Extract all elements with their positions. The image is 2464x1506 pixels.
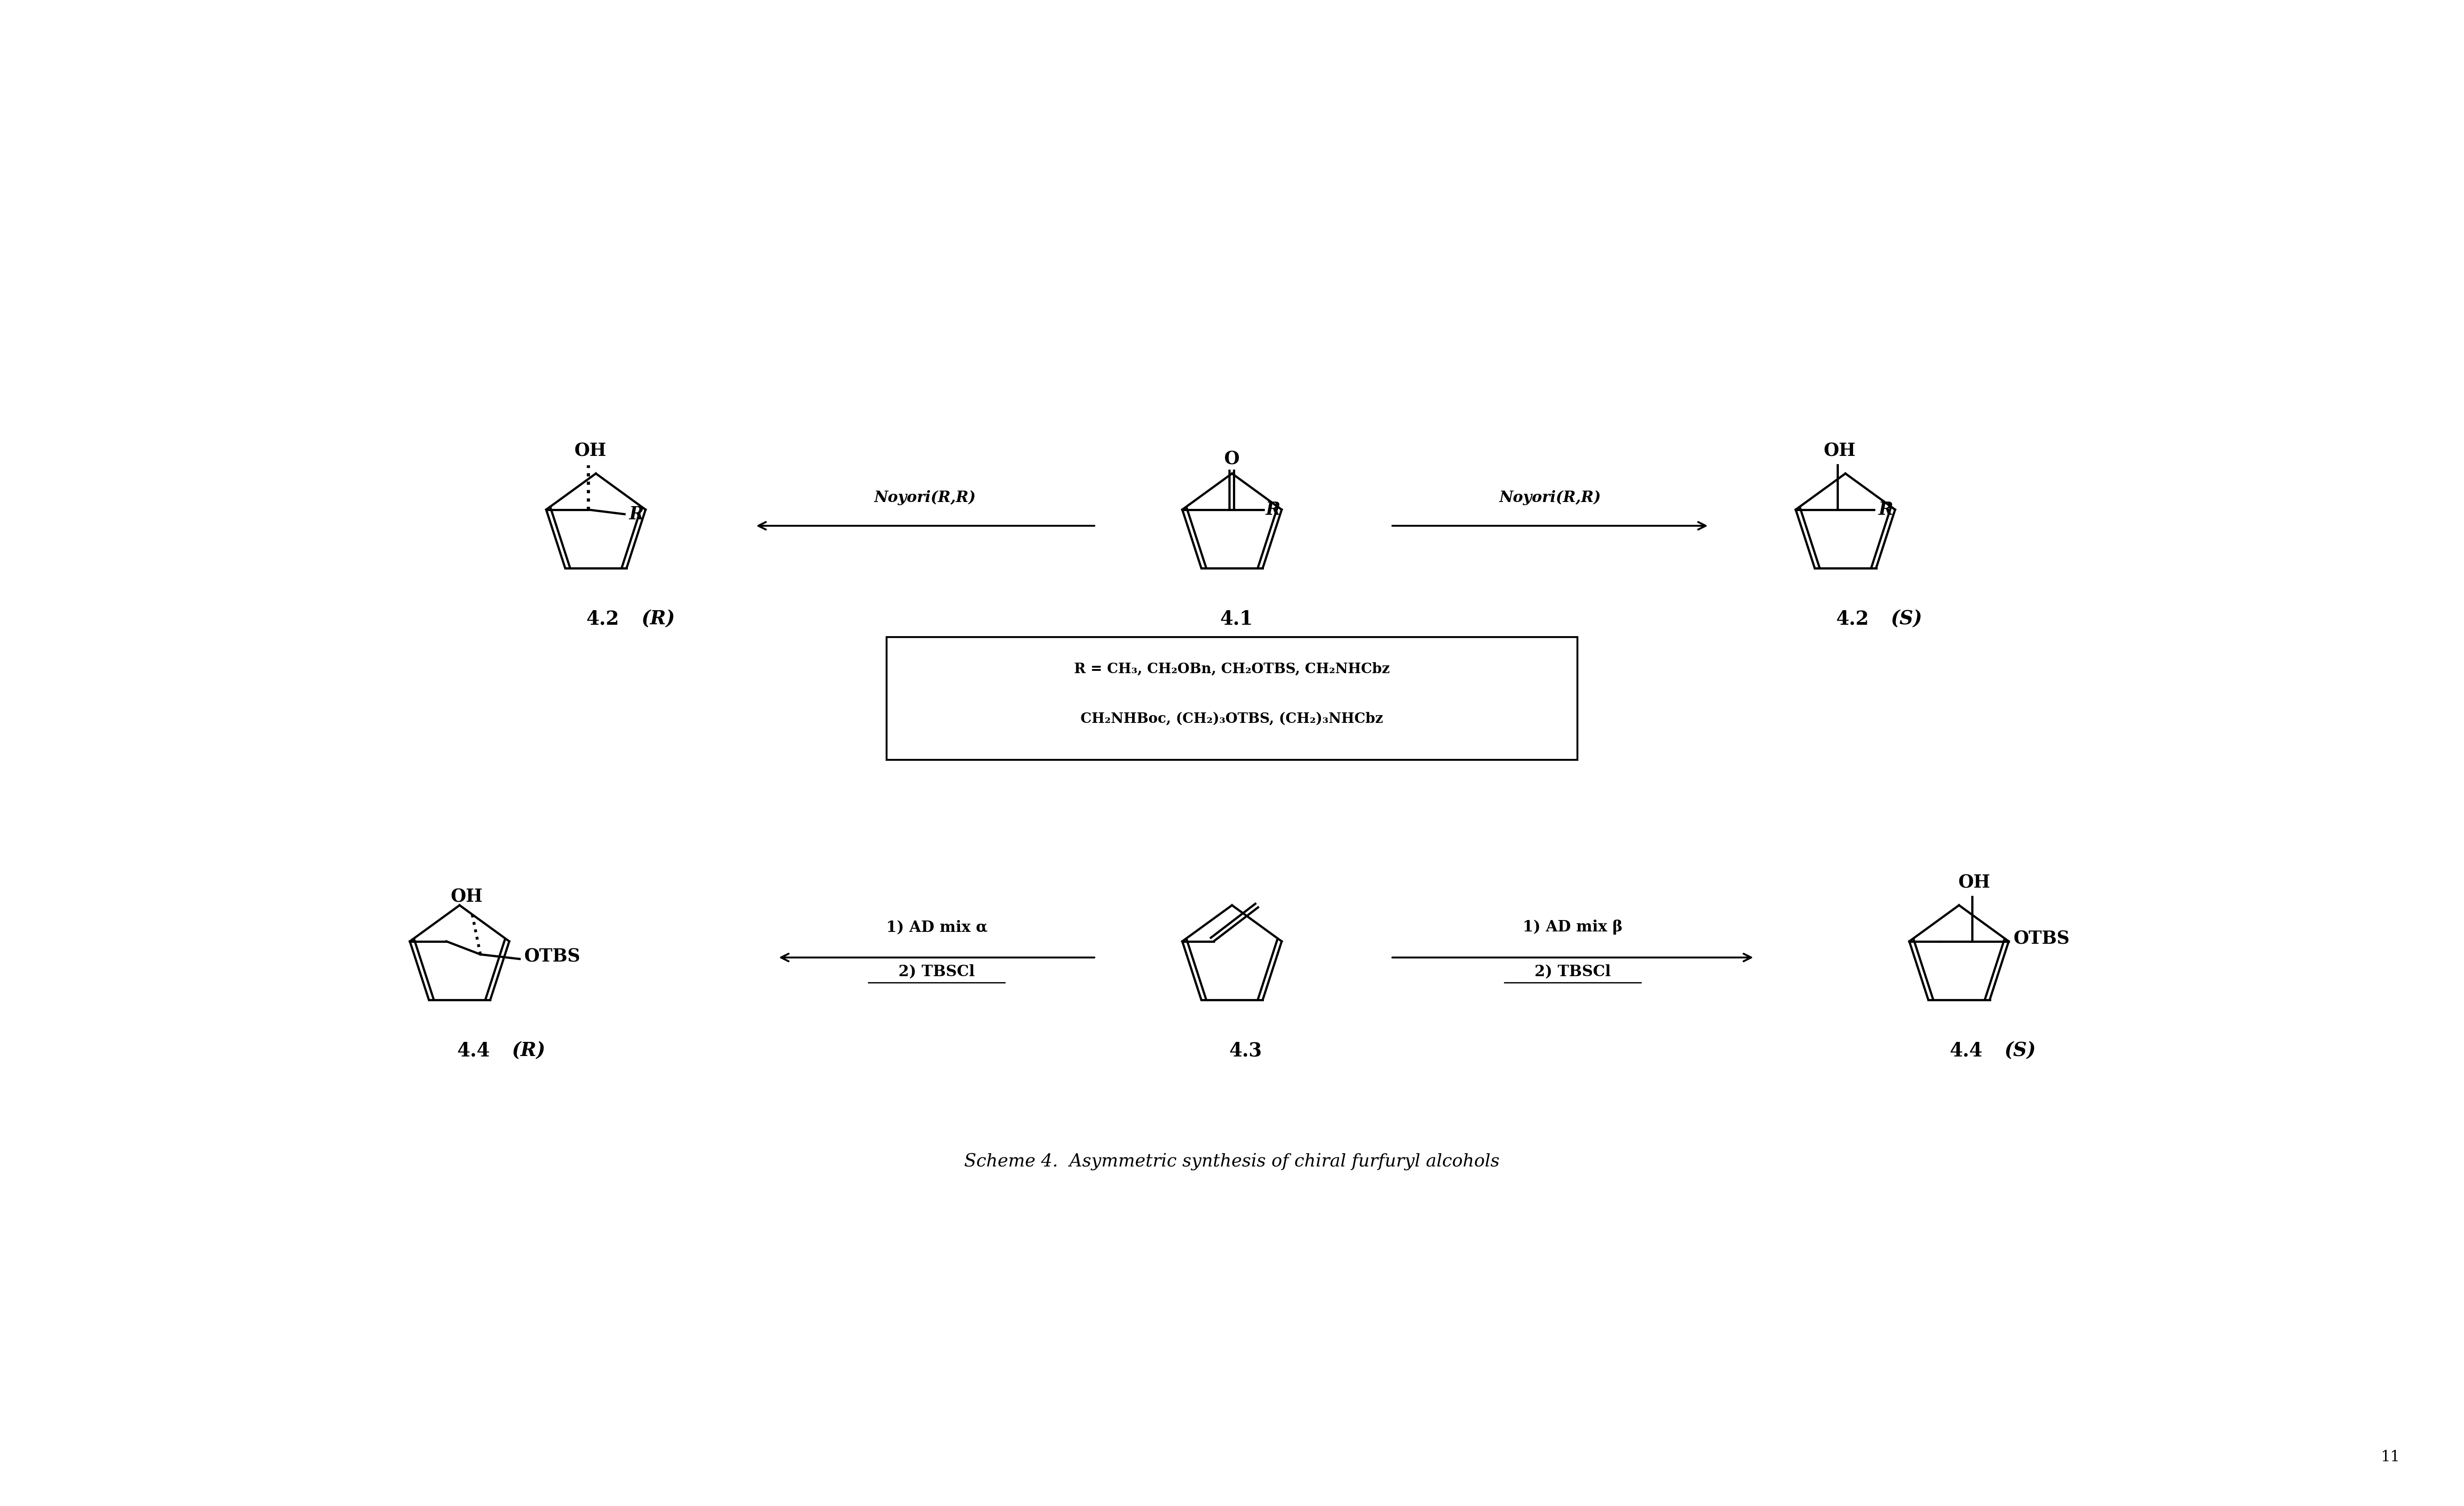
Text: OTBS: OTBS: [525, 947, 582, 965]
Text: OH: OH: [451, 889, 483, 905]
Text: R: R: [628, 506, 643, 523]
Text: 4.2: 4.2: [1836, 610, 1868, 628]
Text: (R): (R): [641, 610, 675, 628]
Text: O: O: [1225, 450, 1239, 468]
Text: OH: OH: [1959, 873, 1991, 892]
Text: 1) AD mix α: 1) AD mix α: [887, 920, 988, 935]
FancyBboxPatch shape: [887, 637, 1577, 761]
Text: 1) AD mix β: 1) AD mix β: [1523, 920, 1624, 935]
Text: 2) TBSCl: 2) TBSCl: [1535, 964, 1611, 979]
Text: 2) TBSCl: 2) TBSCl: [899, 964, 976, 979]
Text: 4.4: 4.4: [456, 1041, 490, 1060]
Text: OH: OH: [574, 443, 606, 459]
Text: 4.4: 4.4: [1949, 1041, 1984, 1060]
Text: CH₂NHBoc, (CH₂)₃OTBS, (CH₂)₃NHCbz: CH₂NHBoc, (CH₂)₃OTBS, (CH₂)₃NHCbz: [1082, 712, 1382, 726]
Text: (S): (S): [1890, 610, 1922, 628]
Text: R: R: [1266, 501, 1281, 518]
Text: 4.3: 4.3: [1230, 1041, 1262, 1060]
Text: OH: OH: [1823, 443, 1855, 459]
Text: OTBS: OTBS: [2013, 931, 2070, 947]
Text: 4.2: 4.2: [586, 610, 618, 628]
Text: 11: 11: [2380, 1450, 2400, 1465]
Text: R = CH₃, CH₂OBn, CH₂OTBS, CH₂NHCbz: R = CH₃, CH₂OBn, CH₂OTBS, CH₂NHCbz: [1074, 661, 1390, 676]
Text: (R): (R): [513, 1041, 545, 1060]
Text: Noyori(R,R): Noyori(R,R): [875, 491, 976, 506]
Text: Scheme 4.  Asymmetric synthesis of chiral furfuryl alcohols: Scheme 4. Asymmetric synthesis of chiral…: [963, 1154, 1501, 1170]
Text: (S): (S): [2003, 1041, 2035, 1060]
Text: Noyori(R,R): Noyori(R,R): [1498, 491, 1602, 506]
Text: 4.1: 4.1: [1220, 610, 1254, 628]
Text: R: R: [1878, 501, 1892, 518]
